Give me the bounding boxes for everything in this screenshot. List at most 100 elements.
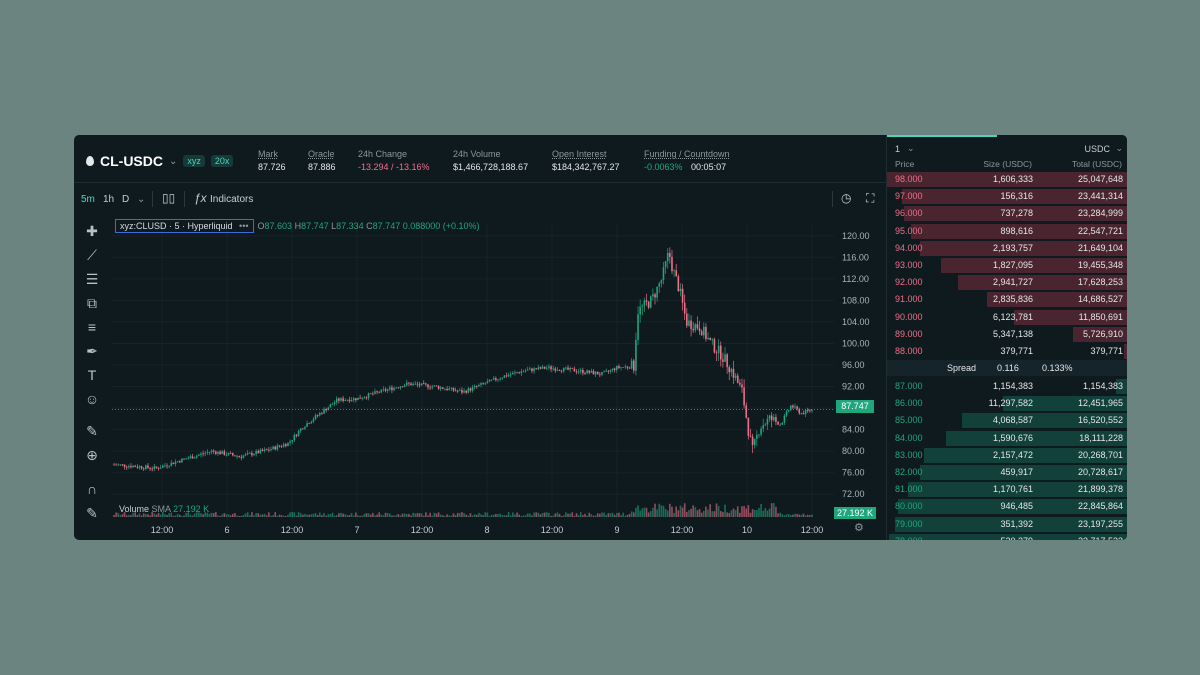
pattern-icon[interactable]: ⧉ [87, 295, 97, 311]
chevron-down-icon[interactable]: ⌄ [907, 143, 915, 153]
zoom-in-icon[interactable]: ⊕ [86, 447, 98, 463]
candle-body [671, 256, 673, 272]
candle-body [359, 397, 361, 399]
ruler-icon[interactable]: ✎ [86, 423, 98, 439]
ask-row[interactable]: 89.000 5,347,138 5,726,910 [887, 326, 1127, 342]
candle-body [618, 365, 620, 368]
candle-body [594, 371, 597, 375]
ask-row[interactable]: 96.000 737,278 23,284,999 [887, 205, 1127, 222]
candle-body [554, 368, 557, 371]
volume-bar [789, 514, 792, 517]
unit-select[interactable]: USDC [1084, 144, 1110, 154]
projection-icon[interactable]: ≡ [87, 319, 97, 335]
ask-row[interactable]: 90.000 6,123,781 11,850,691 [887, 309, 1127, 325]
volume-bar [202, 514, 204, 517]
volume-bar [240, 515, 243, 517]
candle-body [293, 434, 296, 441]
symbol-legend[interactable]: xyz:CLUSD · 5 · Hyperliquid ••• [115, 219, 254, 233]
bid-row[interactable]: 81.000 1,170,761 21,899,378 [887, 481, 1127, 498]
x-tick-label: 12:00 [281, 525, 304, 535]
depth-select[interactable]: 1 [895, 144, 901, 154]
fullscreen-icon[interactable]: ⛶ [866, 191, 875, 205]
bid-size: 459,917 [1000, 467, 1033, 477]
volume-bar [785, 514, 788, 517]
legend-more-icon[interactable]: ••• [239, 221, 249, 231]
volume-bar [448, 515, 451, 517]
candle-body [726, 354, 728, 368]
ask-size: 2,193,757 [992, 242, 1033, 253]
volume-bar [768, 508, 771, 517]
volume-bar [531, 515, 533, 517]
volume-bar [125, 515, 128, 517]
bid-row[interactable]: 87.000 1,154,383 1,154,383 [887, 378, 1127, 394]
bid-row[interactable]: 82.000 459,917 20,728,617 [887, 464, 1127, 480]
candle-body [770, 415, 773, 421]
candle-body [700, 331, 703, 336]
indicators-button[interactable]: Indicators [210, 194, 254, 205]
candle-body [410, 383, 412, 386]
last-price-badge: 87.747 [836, 400, 874, 413]
candle-body [302, 428, 304, 430]
ask-row[interactable]: 98.000 1,606,333 25,047,648 [887, 171, 1127, 187]
volume-bar [626, 514, 629, 517]
volume-badge: 27.192 K [834, 507, 876, 519]
bid-row[interactable]: 83.000 2,157,472 20,268,701 [887, 447, 1127, 463]
volume-bar [599, 513, 601, 517]
magnet-icon[interactable]: ∩ [86, 481, 98, 497]
trendline-icon[interactable]: ⟋ [87, 247, 97, 263]
volume-bar [316, 514, 319, 517]
volume-bar [444, 515, 446, 517]
chart-svg[interactable]: 120.00 116.00 112.00 108.00 104.00 100.00 96.0… [112, 215, 886, 540]
ask-row[interactable]: 97.000 156,316 23,441,314 [887, 188, 1127, 205]
bid-row[interactable]: 78.000 520,279 23,717,533 [887, 533, 1127, 540]
timeframe-5m[interactable]: 5m [81, 194, 95, 205]
candle-type-icon[interactable]: ▯▯ [162, 191, 176, 205]
volume-bar [726, 512, 728, 517]
volume-bar [724, 504, 726, 517]
timeframe-1h[interactable]: 1h [103, 194, 115, 205]
volume-bar [259, 514, 262, 517]
candle-body [579, 369, 582, 372]
volume-bar [172, 515, 175, 517]
chart-settings-icon[interactable]: ⚙ [854, 522, 864, 534]
depth-bar [887, 172, 1127, 187]
ask-row[interactable]: 92.000 2,941,727 17,628,253 [887, 274, 1127, 291]
ask-row[interactable]: 93.000 1,827,095 19,455,348 [887, 257, 1127, 273]
candle-body [696, 324, 699, 329]
price-chart[interactable]: 120.00 116.00 112.00 108.00 104.00 100.00 96.0… [112, 215, 886, 540]
crosshair-icon[interactable]: ✚ [86, 223, 98, 239]
volume-bar [355, 512, 357, 517]
candle-body [609, 369, 612, 372]
lock-drawing-icon[interactable]: ✎ [86, 505, 98, 521]
depth-bar [919, 240, 1127, 256]
volume-bar [242, 515, 245, 517]
emoji-icon[interactable]: ☺ [84, 391, 100, 407]
volume-bar [630, 511, 633, 517]
volume-bar [210, 512, 213, 517]
candle-body [115, 464, 117, 466]
bid-row[interactable]: 85.000 4,068,587 16,520,552 [887, 412, 1127, 429]
y-tick-label: 112.00 [842, 274, 869, 284]
market-selector[interactable]: CL-USDC ⌄ xyz 20x [86, 153, 234, 169]
timeframe-d[interactable]: D [122, 194, 130, 205]
candle-body [611, 368, 614, 370]
bid-row[interactable]: 80.000 946,485 22,845,864 [887, 498, 1127, 515]
chevron-down-icon[interactable]: ⌄ [1115, 143, 1123, 153]
screenshot-icon[interactable]: ◷ [841, 191, 852, 205]
candle-body [412, 383, 414, 386]
horizontal-lines-icon[interactable]: ☰ [85, 271, 99, 287]
timeframe-chevron-icon[interactable]: ⌄ [137, 194, 146, 205]
candle-body [702, 326, 705, 336]
ask-row[interactable]: 88.000 379,771 379,771 [887, 343, 1127, 359]
ask-row[interactable]: 94.000 2,193,757 21,649,104 [887, 240, 1127, 256]
indicators-icon[interactable]: ƒx [194, 191, 207, 205]
brush-icon[interactable]: ✒ [86, 343, 98, 359]
ask-row[interactable]: 95.000 898,616 22,547,721 [887, 223, 1127, 239]
bid-row[interactable]: 84.000 1,590,676 18,111,228 [887, 430, 1127, 446]
text-icon[interactable]: T [87, 367, 97, 383]
bid-row[interactable]: 86.000 11,297,582 12,451,965 [887, 395, 1127, 412]
ask-size: 5,347,138 [992, 328, 1033, 339]
volume-bar [620, 515, 622, 517]
ask-row[interactable]: 91.000 2,835,836 14,686,527 [887, 291, 1127, 308]
bid-row[interactable]: 79.000 351,392 23,197,255 [887, 516, 1127, 532]
